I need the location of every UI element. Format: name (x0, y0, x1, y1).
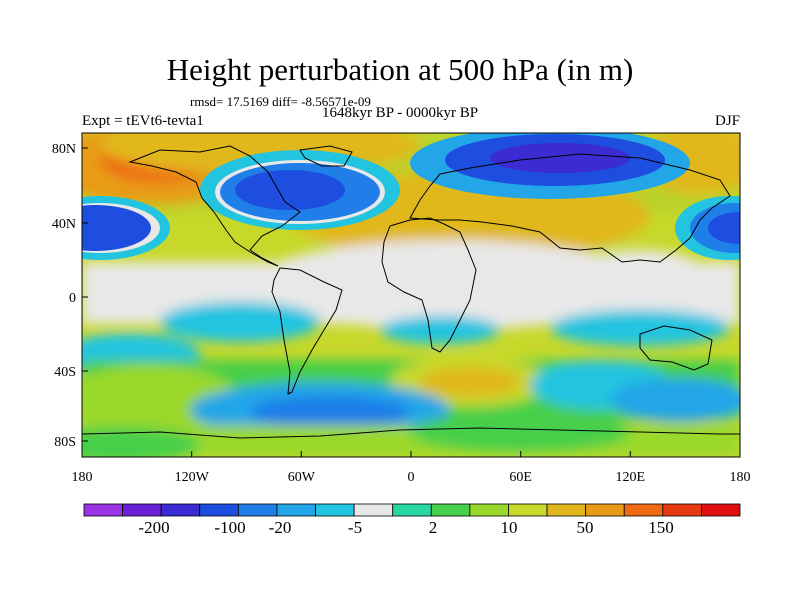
lon-label: 60E (509, 470, 532, 485)
season-label: DJF (714, 113, 740, 129)
axis-ticks (81, 147, 741, 457)
colorbar-label: 50 (577, 518, 594, 537)
lat-label: 80S (54, 435, 76, 450)
lon-label: 180 (730, 470, 751, 485)
colorbar-box (430, 503, 471, 517)
experiment-label: Expt = tEVt6-tevta1 (82, 113, 204, 129)
latitude-labels: 80N 40N 0 40S 80S (52, 142, 76, 450)
lat-label: 80N (52, 142, 76, 157)
contour-field (82, 133, 740, 457)
colorbar-label: -5 (348, 518, 362, 537)
colorbar-label: -20 (269, 518, 292, 537)
longitude-labels: 180 120W 60W 0 60E 120E 180 (72, 470, 751, 485)
colorbar-labels: -200 -100 -20 -5 2 10 50 150 (138, 518, 673, 537)
colorbar-label: 2 (429, 518, 438, 537)
colorbar-box (546, 503, 587, 517)
colorbar-label: -100 (214, 518, 245, 537)
lon-label: 120E (616, 470, 646, 485)
colorbar-box (237, 503, 278, 517)
period-label: 1648kyr BP - 0000kyr BP (321, 105, 479, 121)
colorbar-box (623, 503, 664, 517)
colorbar-label: 10 (501, 518, 518, 537)
colorbar-label: -200 (138, 518, 169, 537)
colorbar-box (315, 503, 355, 517)
lon-label: 180 (72, 470, 93, 485)
colorbar-box (392, 503, 432, 517)
negative-anomaly-lobes (82, 133, 740, 260)
stats-line: rmsd= 17.5169 diff= -8.56571e-09 (190, 94, 371, 109)
colorbar-box (585, 503, 625, 517)
colorbar (83, 503, 741, 517)
colorbar-box (701, 503, 741, 517)
colorbar-box (662, 503, 702, 517)
page-title: Height perturbation at 500 hPa (in m) (166, 52, 634, 87)
lon-label: 120W (175, 470, 210, 485)
lon-label: 0 (408, 470, 415, 485)
lon-label: 60W (288, 470, 316, 485)
colorbar-box (199, 503, 239, 517)
colorbar-box (276, 503, 316, 517)
lat-label: 40N (52, 217, 76, 232)
colorbar-box (122, 503, 162, 517)
lat-label: 40S (54, 365, 76, 380)
colorbar-box (508, 503, 548, 517)
colorbar-box (83, 503, 123, 517)
colorbar-box (353, 503, 394, 517)
colorbar-box (469, 503, 509, 517)
colorbar-box (160, 503, 201, 517)
coastlines (82, 145, 740, 439)
lat-label: 0 (69, 291, 76, 306)
colorbar-label: 150 (648, 518, 674, 537)
